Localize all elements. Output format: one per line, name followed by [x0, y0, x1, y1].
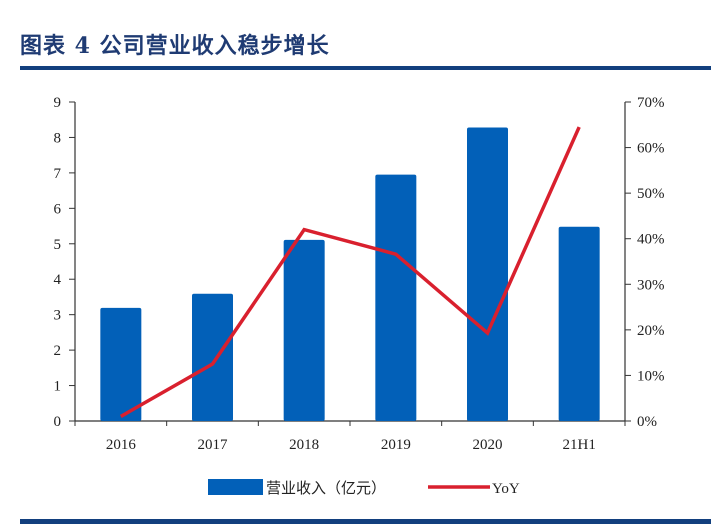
- right-axis-tick-label: 50%: [637, 186, 665, 202]
- legend-line-label: YoY: [492, 481, 520, 497]
- x-axis-tick-label: 2019: [381, 437, 411, 453]
- left-axis-tick-label: 7: [54, 166, 62, 182]
- x-axis-tick-label: 2020: [473, 437, 503, 453]
- legend-bar-swatch: [208, 479, 263, 495]
- right-axis-tick-label: 70%: [637, 95, 665, 111]
- left-axis-tick-label: 2: [54, 343, 62, 359]
- left-axis-tick-label: 8: [54, 130, 62, 146]
- x-axis-tick-label: 21H1: [562, 437, 595, 453]
- left-axis-tick-label: 3: [54, 308, 62, 324]
- legend-bar-label: 营业收入（亿元）: [266, 480, 386, 497]
- x-axis-tick-label: 2017: [198, 437, 229, 453]
- figure-title: 图表 4 公司营业收入稳步增长: [20, 33, 330, 59]
- left-axis-tick-label: 4: [54, 272, 62, 288]
- bottom-divider: [20, 519, 711, 524]
- right-axis-tick-label: 60%: [637, 141, 665, 157]
- revenue-bar: [100, 307, 142, 421]
- right-axis-tick-label: 0%: [637, 414, 657, 430]
- right-axis-tick-label: 20%: [637, 323, 665, 339]
- revenue-bar: [375, 174, 417, 421]
- yoy-line: [119, 126, 581, 418]
- left-axis-tick-label: 0: [54, 414, 62, 430]
- title-divider: [20, 66, 711, 70]
- revenue-bar: [192, 293, 233, 421]
- left-axis-tick-label: 9: [54, 95, 62, 111]
- x-axis-tick-label: 2018: [289, 437, 319, 453]
- revenue-bar: [467, 127, 508, 422]
- right-axis-tick-label: 10%: [637, 368, 665, 384]
- left-axis-tick-label: 5: [54, 237, 62, 253]
- right-axis-tick-label: 30%: [637, 277, 665, 293]
- figure-title-bar: 图表 4 公司营业收入稳步增长: [20, 22, 711, 66]
- revenue-bar: [283, 239, 325, 421]
- left-axis-tick-label: 6: [54, 201, 62, 217]
- left-axis-tick-label: 1: [54, 379, 62, 395]
- right-axis-tick-label: 40%: [637, 232, 665, 248]
- revenue-bar: [558, 226, 600, 421]
- x-axis-tick-label: 2016: [106, 437, 137, 453]
